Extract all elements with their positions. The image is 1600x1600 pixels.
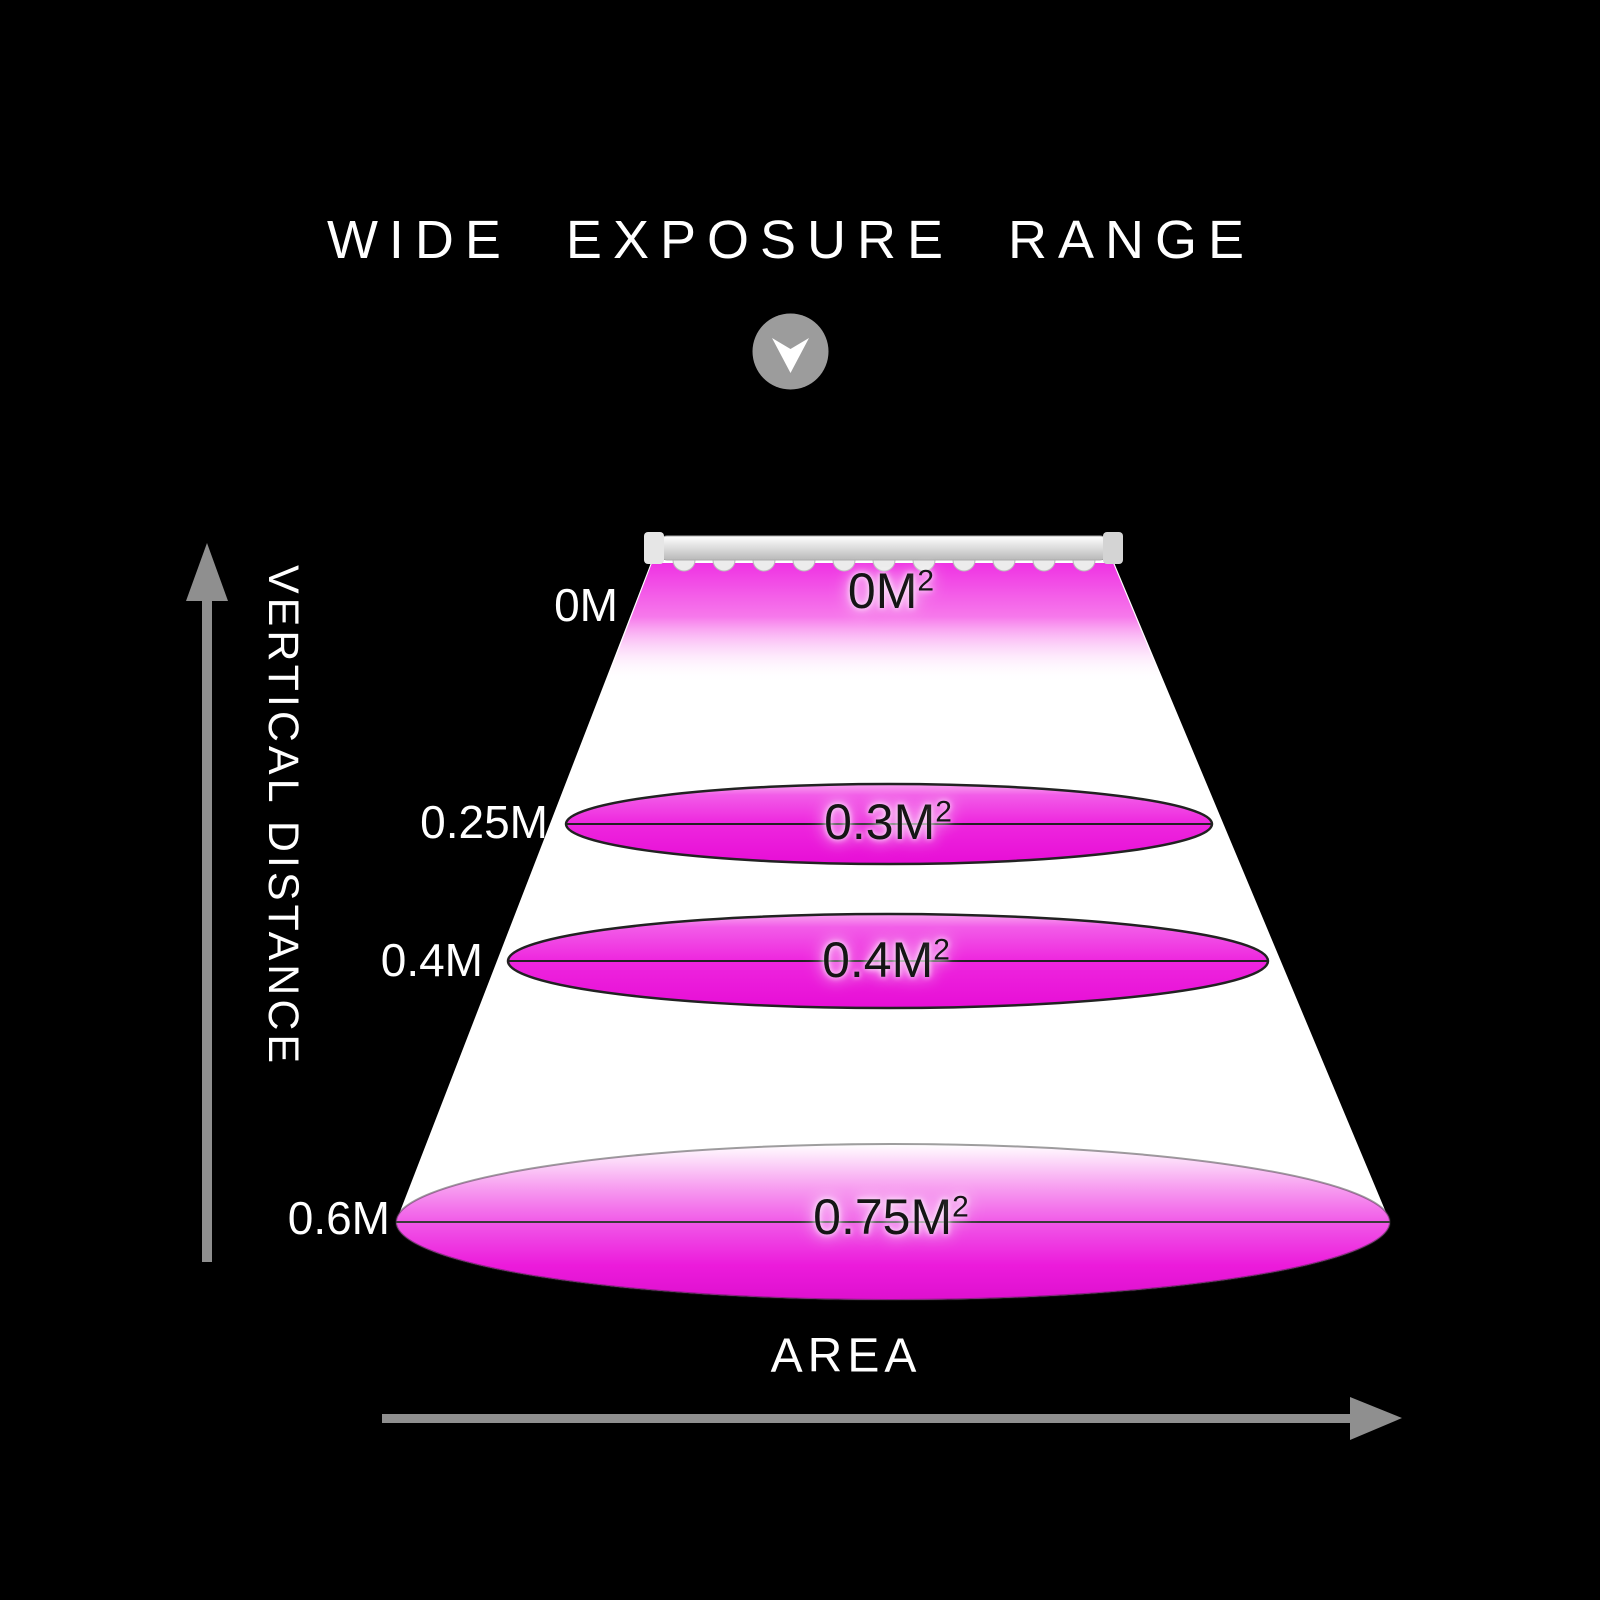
vertical-arrow-shaft <box>202 597 212 1262</box>
area-superscript: 2 <box>933 933 950 967</box>
vertical-axis-arrow <box>186 543 228 1262</box>
page-title: WIDE EXPOSURE RANGE <box>326 210 1256 270</box>
lamp-tube <box>659 535 1108 561</box>
down-chevron-glyph <box>772 338 809 373</box>
area-label-025m: 0.3M2 <box>824 793 952 851</box>
horizontal-axis-arrow <box>382 1397 1402 1440</box>
light-glow <box>606 563 1163 683</box>
area-superscript: 2 <box>935 795 952 829</box>
distance-label-025m: 0.25M <box>420 796 548 848</box>
horizontal-arrow-shaft <box>382 1414 1354 1423</box>
area-superscript: 2 <box>952 1190 969 1224</box>
area-value: 0M <box>847 563 918 619</box>
distance-label-04m: 0.4M <box>380 934 483 986</box>
lamp-end-cap-left <box>644 532 664 564</box>
area-value: 0.75M <box>813 1189 953 1245</box>
area-value: 0.4M <box>822 932 934 988</box>
led-light-bar <box>644 532 1123 572</box>
area-superscript: 2 <box>917 564 935 598</box>
vertical-arrowhead <box>186 543 228 601</box>
area-label-04m: 0.4M2 <box>822 931 950 989</box>
horizontal-arrowhead <box>1350 1397 1402 1440</box>
distance-label-06m: 0.6M <box>287 1192 390 1244</box>
distance-label-0m: 0M <box>554 579 618 631</box>
area-label-0m: 0M2 <box>848 562 934 620</box>
area-value: 0.3M <box>824 794 936 850</box>
area-label-06m: 0.75M2 <box>813 1188 969 1246</box>
lamp-end-cap-right <box>1103 532 1123 564</box>
down-arrow-icon <box>752 313 829 390</box>
horizontal-axis-label: AREA <box>770 1329 922 1383</box>
down-arrow-icon-svg <box>752 313 829 390</box>
vertical-axis-label: VERTICAL DISTANCE <box>259 565 307 1068</box>
